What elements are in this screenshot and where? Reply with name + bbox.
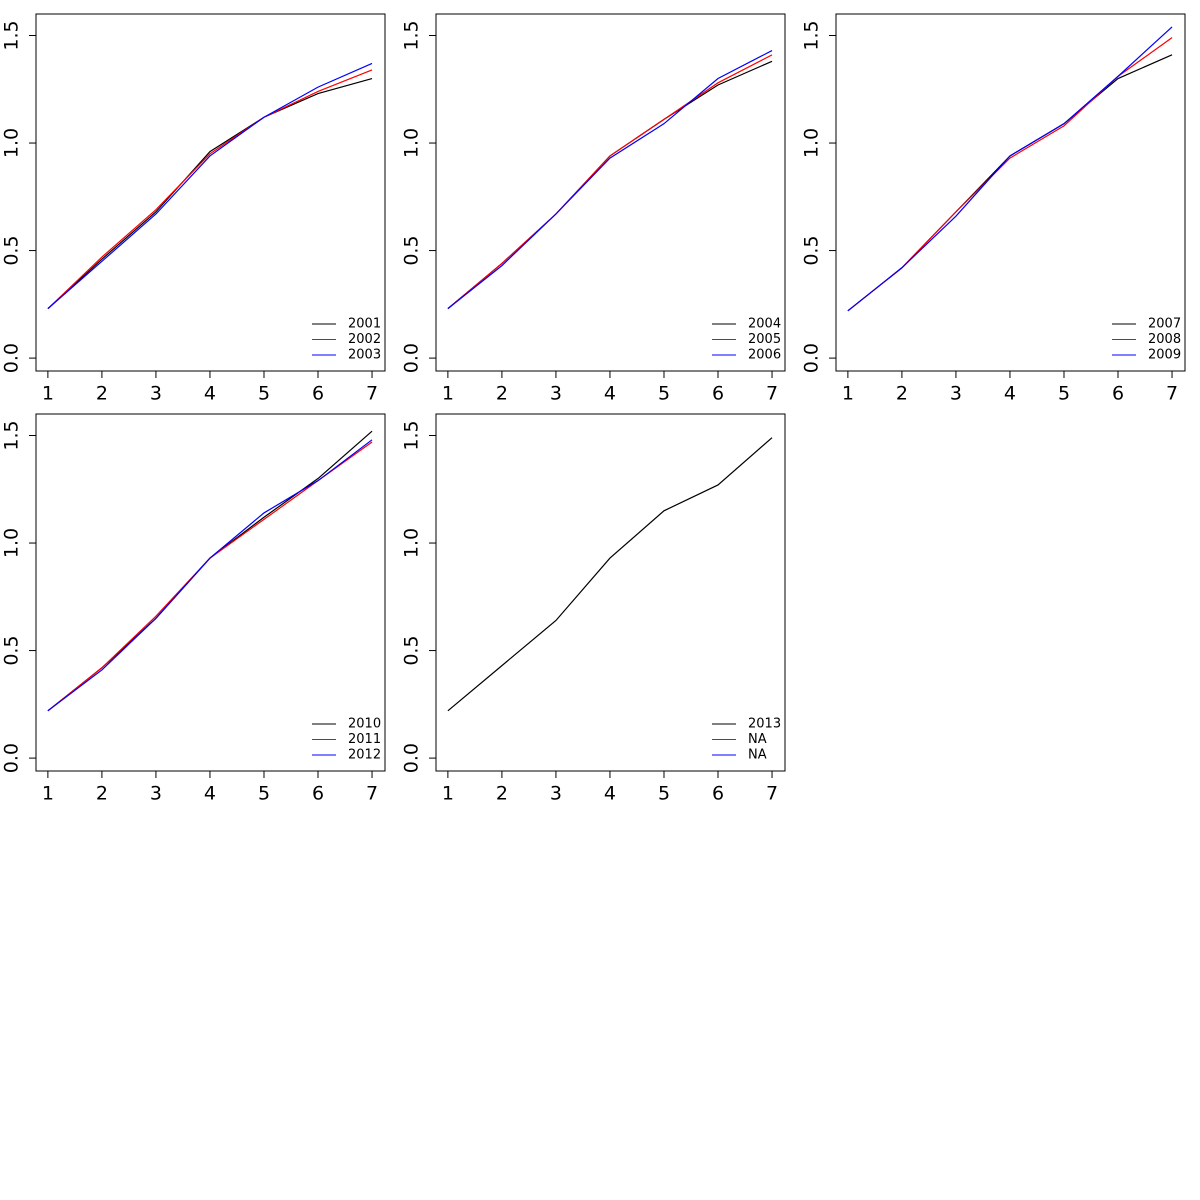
series-line (847, 37, 1173, 312)
legend-label: 2007 (1148, 317, 1181, 332)
series-line (47, 430, 373, 712)
y-tick-label: 1.0 (1, 528, 23, 558)
x-tick-label: 1 (42, 783, 54, 805)
x-tick-label: 4 (204, 783, 216, 805)
y-tick-label: 0.5 (1, 635, 23, 665)
legend-label: NA (748, 748, 767, 763)
y-tick-label: 0.0 (1, 343, 23, 373)
x-tick-label: 6 (712, 383, 724, 405)
y-tick-label: 1.5 (1, 20, 23, 50)
x-tick-label: 2 (496, 383, 508, 405)
x-tick-label: 7 (1166, 383, 1178, 405)
x-tick-label: 5 (258, 383, 270, 405)
x-tick-label: 2 (96, 783, 108, 805)
legend-label: 2012 (348, 748, 381, 763)
y-tick-label: 1.0 (401, 528, 423, 558)
y-tick-label: 1.0 (401, 128, 423, 158)
y-tick-label: 1.5 (401, 20, 423, 50)
y-tick-label: 0.0 (801, 343, 823, 373)
x-tick-label: 5 (258, 783, 270, 805)
series-line (47, 441, 373, 712)
series-line (847, 26, 1173, 312)
y-tick-label: 0.5 (1, 235, 23, 265)
legend-label: 2008 (1148, 332, 1181, 347)
x-tick-label: 2 (496, 783, 508, 805)
y-tick-label: 1.5 (801, 20, 823, 50)
x-tick-label: 3 (150, 383, 162, 405)
x-tick-label: 4 (604, 783, 616, 805)
x-tick-label: 3 (950, 383, 962, 405)
x-tick-label: 7 (366, 783, 378, 805)
x-tick-label: 5 (658, 783, 670, 805)
x-tick-label: 3 (550, 383, 562, 405)
y-tick-label: 0.0 (401, 743, 423, 773)
x-tick-label: 3 (150, 783, 162, 805)
y-tick-label: 1.0 (801, 128, 823, 158)
y-tick-label: 0.5 (801, 235, 823, 265)
plot-frame (835, 13, 1186, 372)
x-tick-label: 6 (312, 383, 324, 405)
series-line (47, 77, 373, 310)
x-tick-label: 2 (896, 383, 908, 405)
x-tick-label: 5 (658, 383, 670, 405)
legend-label: 2001 (348, 317, 381, 332)
x-tick-label: 1 (442, 383, 454, 405)
x-tick-label: 1 (42, 383, 54, 405)
y-tick-label: 0.5 (401, 635, 423, 665)
legend-label: 2009 (1148, 348, 1181, 363)
series-line (447, 50, 773, 310)
legend-label: NA (748, 732, 767, 747)
series-line (47, 62, 373, 310)
x-tick-label: 4 (1004, 383, 1016, 405)
legend-label: 2004 (748, 317, 781, 332)
legend-label: 2013 (748, 717, 781, 732)
x-tick-label: 4 (604, 383, 616, 405)
series-line (447, 54, 773, 310)
legend-label: 2005 (748, 332, 781, 347)
plot-frame (435, 13, 786, 372)
x-tick-label: 1 (442, 783, 454, 805)
y-tick-label: 0.0 (401, 343, 423, 373)
y-tick-label: 0.0 (1, 743, 23, 773)
x-tick-label: 6 (312, 783, 324, 805)
plot-frame (35, 413, 386, 772)
x-tick-label: 5 (1058, 383, 1070, 405)
series-line (47, 439, 373, 712)
y-tick-label: 1.5 (401, 420, 423, 450)
series-line (447, 60, 773, 310)
y-tick-label: 1.5 (1, 420, 23, 450)
legend-label: 2011 (348, 732, 381, 747)
y-tick-label: 1.0 (1, 128, 23, 158)
x-tick-label: 1 (842, 383, 854, 405)
legend-label: 2002 (348, 332, 381, 347)
x-tick-label: 7 (366, 383, 378, 405)
legend-label: 2006 (748, 348, 781, 363)
x-tick-label: 4 (204, 383, 216, 405)
x-tick-label: 2 (96, 383, 108, 405)
series-line (47, 69, 373, 310)
series-line (447, 437, 773, 712)
legend-label: 2010 (348, 717, 381, 732)
x-tick-label: 6 (1112, 383, 1124, 405)
x-tick-label: 7 (766, 783, 778, 805)
x-tick-label: 3 (550, 783, 562, 805)
plot-frame (35, 13, 386, 372)
plot-frame (435, 413, 786, 772)
y-tick-label: 0.5 (401, 235, 423, 265)
x-tick-label: 7 (766, 383, 778, 405)
legend-label: 2003 (348, 348, 381, 363)
x-tick-label: 6 (712, 783, 724, 805)
